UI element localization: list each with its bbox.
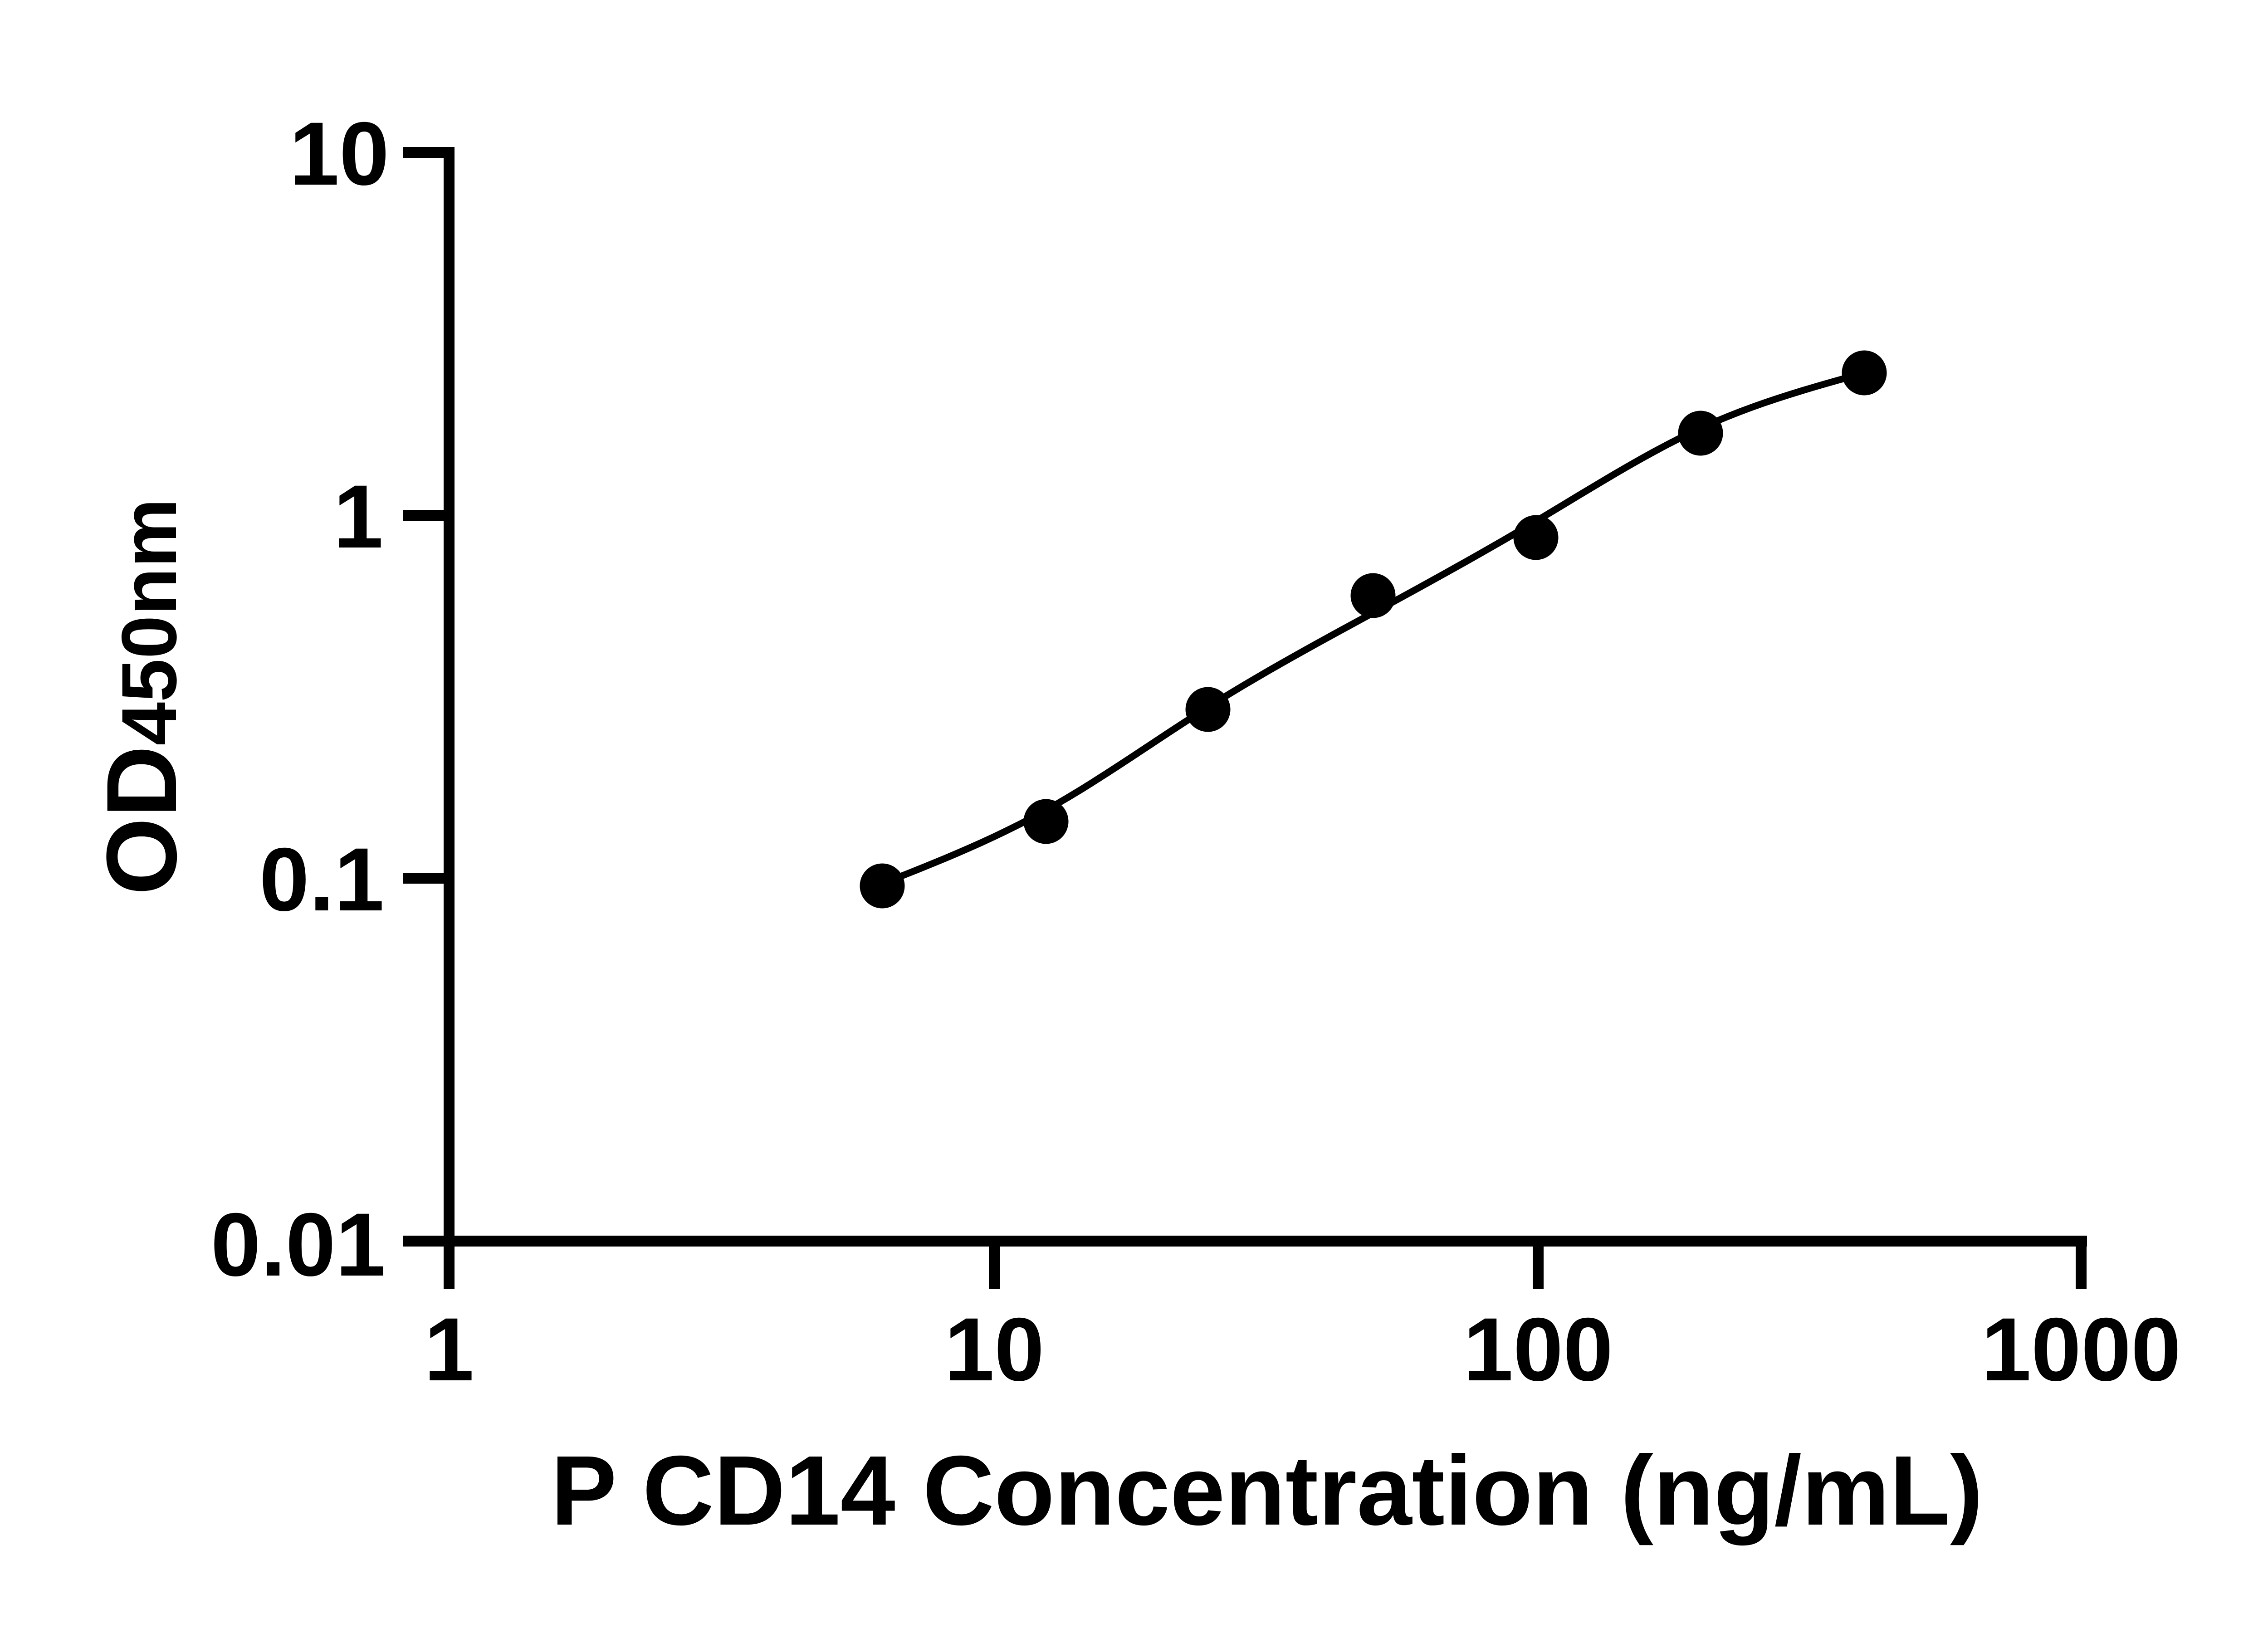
svg-text:0.01: 0.01	[211, 1194, 386, 1295]
svg-text:10: 10	[289, 103, 389, 204]
svg-text:1: 1	[333, 466, 383, 567]
svg-text:100: 100	[1463, 1299, 1613, 1399]
svg-text:10: 10	[944, 1299, 1044, 1399]
svg-text:1000: 1000	[1981, 1299, 2181, 1399]
svg-text:0.1: 0.1	[259, 829, 384, 929]
svg-text:P CD14 Concentration (ng/mL): P CD14 Concentration (ng/mL)	[551, 1436, 1983, 1546]
svg-text:1: 1	[424, 1299, 474, 1399]
svg-text:OD450nm: OD450nm	[86, 499, 197, 895]
